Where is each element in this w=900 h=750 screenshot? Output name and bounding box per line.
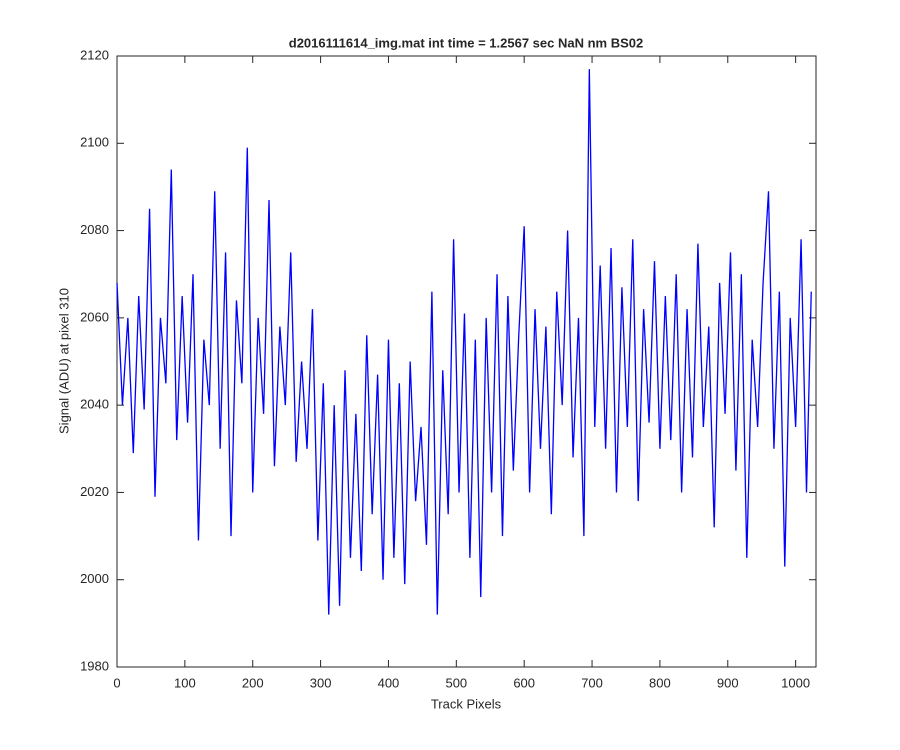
x-tick-label: 700 — [581, 675, 603, 690]
axes-box — [116, 55, 817, 668]
plot-area — [117, 56, 816, 667]
x-tick-label: 400 — [378, 675, 400, 690]
x-tick-label: 0 — [113, 675, 120, 690]
x-tick-label: 100 — [174, 675, 196, 690]
x-tick-label: 300 — [310, 675, 332, 690]
y-tick-label: 2100 — [80, 135, 109, 150]
y-tick-label: 2080 — [80, 222, 109, 237]
x-tick-label: 600 — [513, 675, 535, 690]
x-tick-label: 800 — [649, 675, 671, 690]
y-tick-label: 2060 — [80, 309, 109, 324]
data-line — [116, 69, 812, 615]
x-axis-label: Track Pixels — [431, 696, 502, 711]
x-tick-label: 200 — [242, 675, 264, 690]
y-axis-label: Signal (ADU) at pixel 310 — [56, 288, 71, 434]
y-tick-label: 2000 — [80, 571, 109, 586]
x-tick-label: 500 — [445, 675, 467, 690]
y-tick-label: 1980 — [80, 658, 109, 673]
x-tick-label: 1000 — [781, 675, 810, 690]
y-tick-label: 2020 — [80, 484, 109, 499]
y-tick-label: 2120 — [80, 47, 109, 62]
x-tick-label: 900 — [717, 675, 739, 690]
y-tick-label: 2040 — [80, 397, 109, 412]
chart-title: d2016111614_img.mat int time = 1.2567 se… — [289, 35, 643, 50]
